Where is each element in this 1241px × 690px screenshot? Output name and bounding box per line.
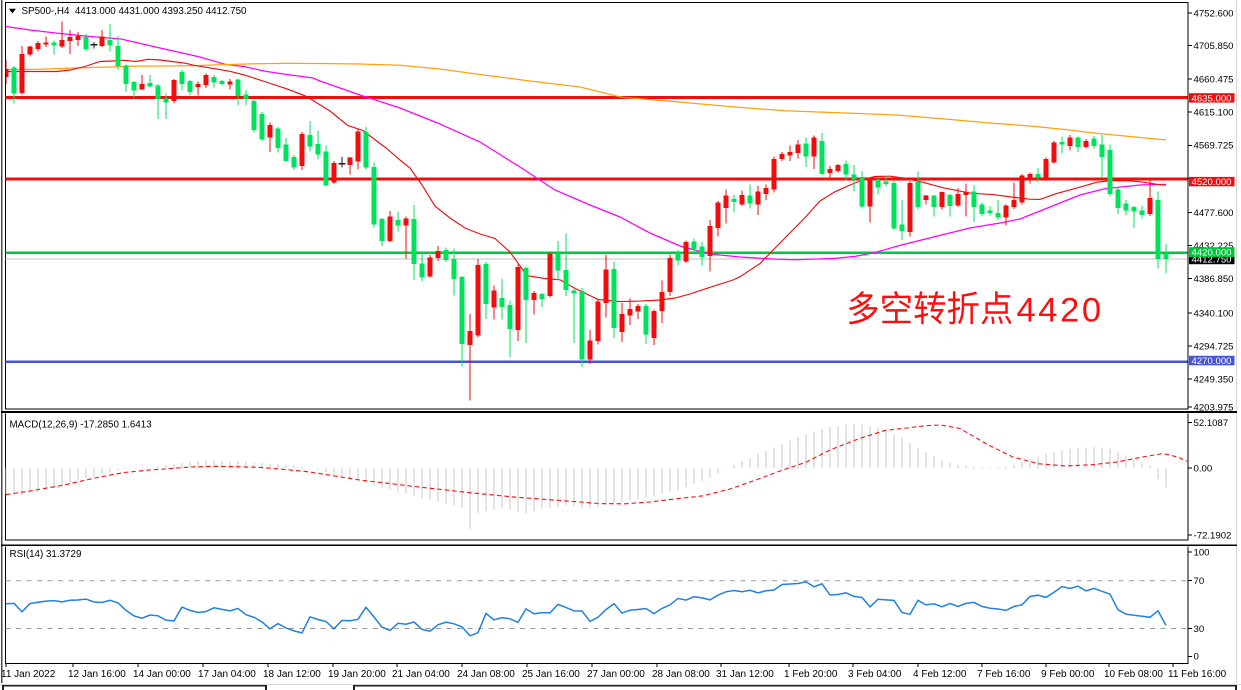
svg-text:25 Jan 16:00: 25 Jan 16:00: [522, 669, 580, 680]
svg-text:70: 70: [1194, 576, 1205, 587]
svg-text:14 Jan 00:00: 14 Jan 00:00: [133, 669, 191, 680]
svg-text:1 Feb 20:00: 1 Feb 20:00: [784, 669, 838, 680]
svg-text:4569.725: 4569.725: [1194, 141, 1234, 152]
svg-text:4635.000: 4635.000: [1192, 93, 1232, 104]
svg-text:30: 30: [1194, 624, 1205, 635]
svg-text:-72.1902: -72.1902: [1194, 530, 1232, 541]
svg-text:4 Feb 12:00: 4 Feb 12:00: [913, 669, 967, 680]
svg-text:11 Feb 16:00: 11 Feb 16:00: [1168, 669, 1227, 680]
svg-text:4432.225: 4432.225: [1194, 241, 1234, 252]
svg-text:4615.100: 4615.100: [1194, 108, 1234, 119]
svg-text:52.1087: 52.1087: [1194, 418, 1229, 429]
svg-text:31 Jan 12:00: 31 Jan 12:00: [716, 669, 774, 680]
svg-text:4203.975: 4203.975: [1194, 403, 1234, 414]
svg-text:7 Feb 16:00: 7 Feb 16:00: [977, 669, 1031, 680]
svg-text:0: 0: [1194, 652, 1199, 663]
svg-text:19 Jan 20:00: 19 Jan 20:00: [328, 669, 386, 680]
svg-text:4520.000: 4520.000: [1192, 177, 1232, 188]
svg-text:10 Feb 08:00: 10 Feb 08:00: [1104, 669, 1163, 680]
svg-text:SP500-,H4 4413.000 4431.000 4: SP500-,H4 4413.000 4431.000 4393.250 441…: [22, 6, 248, 17]
svg-text:21 Jan 04:00: 21 Jan 04:00: [392, 669, 450, 680]
svg-text:4340.100: 4340.100: [1194, 308, 1234, 319]
svg-text:24 Jan 08:00: 24 Jan 08:00: [457, 669, 515, 680]
svg-text:4412.750: 4412.750: [1192, 254, 1232, 265]
svg-text:4386.850: 4386.850: [1194, 274, 1234, 285]
svg-text:12 Jan 16:00: 12 Jan 16:00: [68, 669, 126, 680]
svg-text:17 Jan 04:00: 17 Jan 04:00: [198, 669, 256, 680]
svg-text:9 Feb 00:00: 9 Feb 00:00: [1041, 669, 1095, 680]
svg-text:4420: 4420: [1017, 292, 1104, 330]
svg-text:4249.350: 4249.350: [1194, 375, 1234, 386]
svg-text:28 Jan 08:00: 28 Jan 08:00: [652, 669, 710, 680]
svg-text:4420.000: 4420.000: [1192, 248, 1232, 259]
svg-text:4270.000: 4270.000: [1192, 356, 1232, 367]
svg-text:100: 100: [1194, 547, 1210, 558]
svg-text:4477.600: 4477.600: [1194, 208, 1234, 219]
svg-text:4752.600: 4752.600: [1194, 8, 1234, 19]
svg-text:4705.850: 4705.850: [1194, 41, 1234, 52]
svg-text:3 Feb 04:00: 3 Feb 04:00: [848, 669, 902, 680]
svg-text:0.00: 0.00: [1194, 463, 1213, 474]
svg-text:18 Jan 12:00: 18 Jan 12:00: [263, 669, 321, 680]
svg-text:RSI(14) 31.3729: RSI(14) 31.3729: [10, 549, 82, 560]
svg-text:11 Jan 2022: 11 Jan 2022: [1, 669, 56, 680]
svg-text:27 Jan 00:00: 27 Jan 00:00: [587, 669, 645, 680]
svg-text:4660.475: 4660.475: [1194, 75, 1234, 86]
svg-text:MACD(12,26,9) -17.2850 1.6413: MACD(12,26,9) -17.2850 1.6413: [10, 420, 153, 431]
svg-text:4294.725: 4294.725: [1194, 341, 1234, 352]
